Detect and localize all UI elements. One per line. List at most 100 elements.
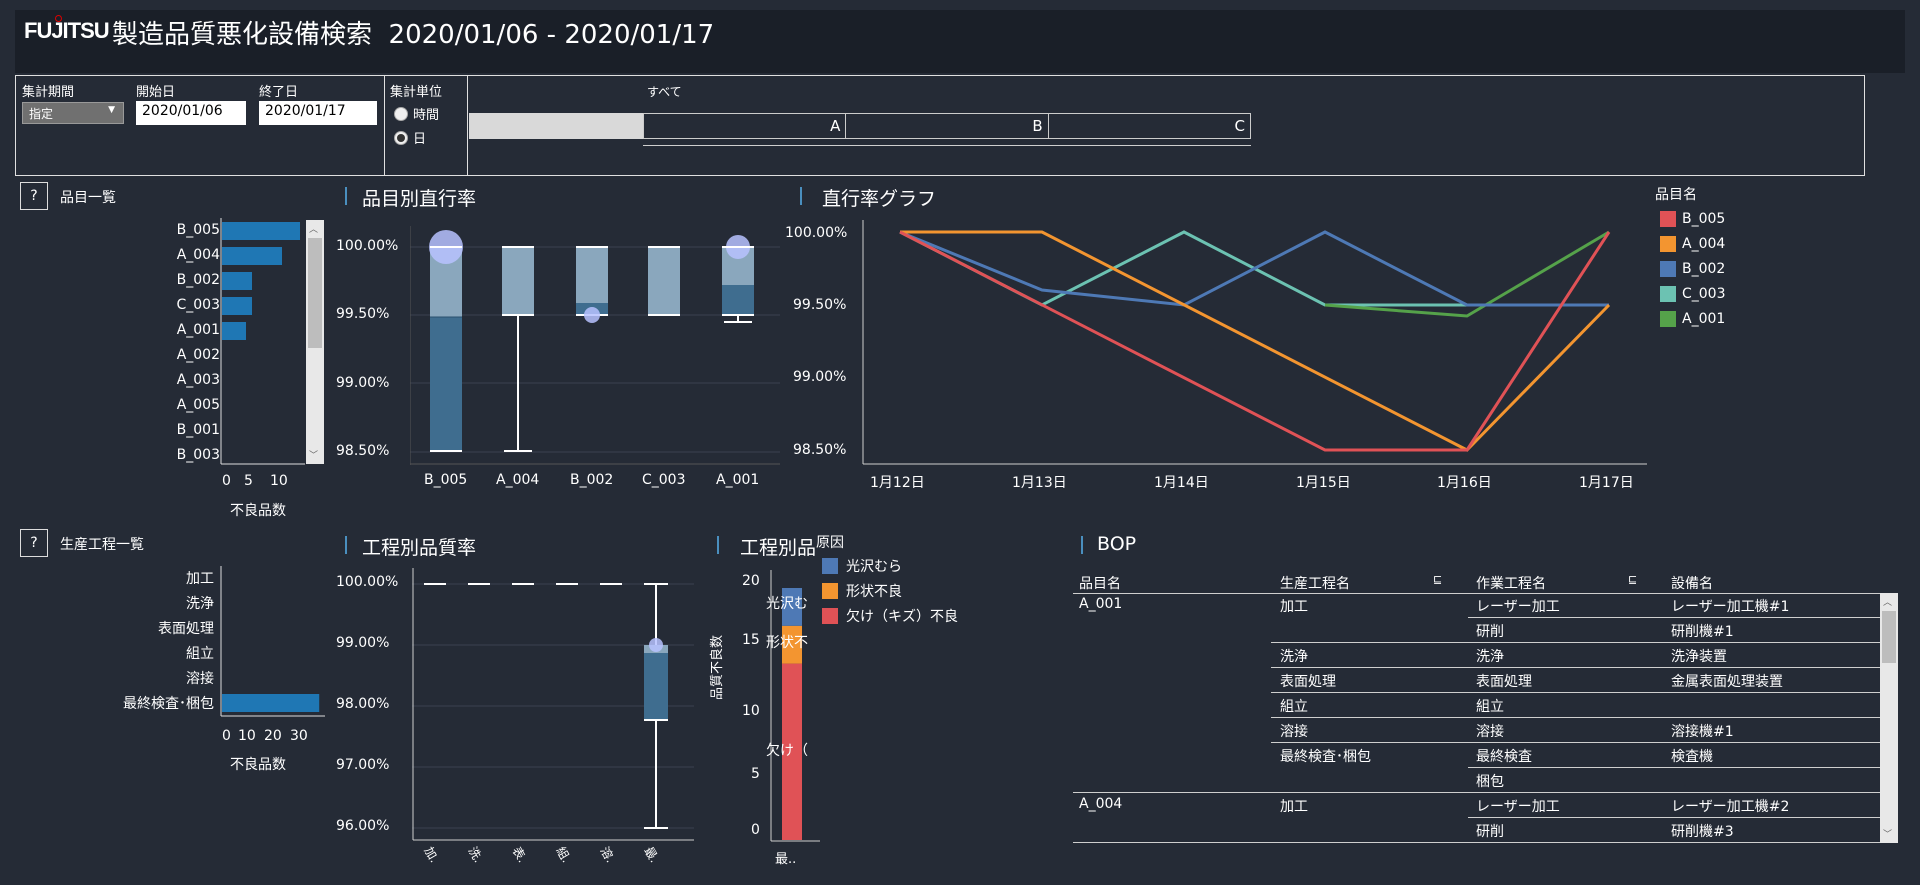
- pd-ytick: 10: [742, 703, 760, 719]
- line-b005: [899, 230, 1611, 452]
- table-cell: 加工: [1280, 599, 1308, 615]
- table-cell: 洗浄: [1280, 649, 1308, 665]
- defect-segment[interactable]: [782, 663, 802, 840]
- bop-header-process[interactable]: 生産工程名: [1280, 576, 1350, 592]
- start-date-input[interactable]: 2020/01/06: [136, 101, 246, 125]
- chevron-down-icon[interactable]: ﹀: [1883, 830, 1893, 840]
- slicer-item-a[interactable]: A: [644, 114, 847, 138]
- sort-icon[interactable]: ⊑: [1433, 573, 1443, 586]
- pd-ytick: 20: [742, 573, 760, 589]
- process-label[interactable]: 組立: [186, 646, 214, 662]
- item-label[interactable]: A_005: [176, 397, 220, 413]
- slicer-all-label[interactable]: すべて: [647, 85, 682, 99]
- process-bar[interactable]: [222, 694, 320, 712]
- item-bar[interactable]: [222, 322, 246, 340]
- item-label[interactable]: B_002: [176, 272, 220, 288]
- row-divider: [1271, 742, 1883, 743]
- rg-ytick: 100.00%: [785, 225, 848, 241]
- pq-xtick: 加.: [421, 844, 442, 866]
- process-label[interactable]: 溶接: [186, 671, 214, 687]
- chevron-up-icon[interactable]: ︿: [309, 225, 319, 235]
- rate-graph-title: 直行率グラフ: [822, 188, 937, 210]
- sr-xtick: B_005: [424, 472, 468, 488]
- boxplot-a001: [722, 235, 754, 323]
- process-label[interactable]: 表面処理: [158, 621, 214, 637]
- item-xtick: 10: [270, 473, 288, 489]
- chevron-up-icon[interactable]: ︿: [1883, 598, 1893, 608]
- item-list-help-button[interactable]: ?: [20, 182, 48, 210]
- bop-header-work[interactable]: 作業工程名: [1476, 576, 1546, 592]
- legend-item-shape[interactable]: 形状不良: [822, 578, 958, 603]
- item-label[interactable]: A_003: [176, 372, 220, 388]
- item-label[interactable]: C_003: [176, 297, 221, 313]
- table-cell: A_001: [1079, 596, 1123, 612]
- item-label[interactable]: B_003: [176, 447, 220, 463]
- item-label[interactable]: A_002: [176, 347, 220, 363]
- rg-xtick: 1月13日: [1012, 475, 1067, 491]
- scrollbar-thumb[interactable]: [308, 238, 322, 348]
- table-row[interactable]: 組立 組立: [1073, 693, 1883, 718]
- legend-item-a004[interactable]: A_004: [1660, 231, 1726, 256]
- table-row[interactable]: 最終検査･梱包 最終検査 検査機: [1073, 743, 1883, 768]
- process-label[interactable]: 加工: [186, 571, 214, 587]
- legend-swatch: [822, 557, 838, 574]
- table-row[interactable]: 梱包: [1073, 768, 1883, 793]
- period-select[interactable]: 指定 ▼: [22, 102, 124, 124]
- legend-item-chip[interactable]: 欠け（キズ）不良: [822, 603, 958, 628]
- chevron-down-icon[interactable]: ﹀: [309, 451, 319, 461]
- hierarchy-slicer-box: [467, 75, 1865, 176]
- slicer-item-c[interactable]: C: [1234, 117, 1245, 135]
- process-list-help-button[interactable]: ?: [20, 529, 48, 557]
- bop-header-item[interactable]: 品目名: [1079, 576, 1121, 592]
- table-row[interactable]: 研削 研削機#1: [1073, 618, 1883, 643]
- scrollbar-thumb[interactable]: [1882, 611, 1896, 663]
- legend-item-gloss[interactable]: 光沢むら: [822, 553, 958, 578]
- sr-xtick: B_002: [570, 472, 614, 488]
- legend-item-a001[interactable]: A_001: [1660, 306, 1726, 331]
- table-row[interactable]: A_004 加工 レーザー加工 レーザー加工機#2: [1073, 793, 1883, 818]
- bop-header-equipment[interactable]: 設備名: [1671, 576, 1713, 592]
- table-row[interactable]: 研削 研削機#3: [1073, 818, 1883, 843]
- item-list-scrollbar[interactable]: ︿ ﹀: [306, 220, 324, 464]
- item-bar[interactable]: [222, 272, 252, 290]
- process-label[interactable]: 最終検査･梱包: [123, 696, 214, 712]
- pd-xtick: 最..: [775, 852, 797, 867]
- row-divider: [1073, 792, 1883, 793]
- process-xtick: 20: [264, 728, 282, 744]
- legend-item-b002[interactable]: B_002: [1660, 256, 1726, 281]
- sort-icon[interactable]: ⊑: [1628, 573, 1638, 586]
- table-row[interactable]: 洗浄 洗浄 洗浄装置: [1073, 643, 1883, 668]
- table-cell: レーザー加工機#1: [1671, 599, 1790, 615]
- radio-selected-icon: [394, 130, 408, 145]
- item-label[interactable]: B_005: [176, 222, 220, 238]
- slicer-item-b[interactable]: B: [846, 114, 1049, 138]
- item-xtick: 0: [222, 473, 231, 489]
- rg-legend-title: 品目名: [1655, 187, 1697, 203]
- item-label[interactable]: B_001: [176, 422, 220, 438]
- boxplot-a004: [502, 246, 534, 452]
- table-row[interactable]: 溶接 溶接 溶接機#1: [1073, 718, 1883, 743]
- item-bar[interactable]: [222, 297, 252, 315]
- unit-radio-day[interactable]: 日: [394, 128, 426, 147]
- process-defects-title: 工程別品: [740, 537, 817, 559]
- table-row[interactable]: A_001 加工 レーザー加工 レーザー加工機#1: [1073, 593, 1883, 618]
- legend-item-c003[interactable]: C_003: [1660, 281, 1726, 306]
- table-row[interactable]: 表面処理 表面処理 金属表面処理装置: [1073, 668, 1883, 693]
- unit-radio-hour[interactable]: 時間: [394, 104, 439, 123]
- item-bar[interactable]: [222, 222, 300, 240]
- rg-xtick: 1月16日: [1437, 475, 1492, 491]
- item-bar[interactable]: [222, 247, 282, 265]
- legend-item-b005[interactable]: B_005: [1660, 206, 1726, 231]
- end-date-input[interactable]: 2020/01/17: [259, 101, 377, 125]
- table-cell: レーザー加工: [1476, 599, 1560, 615]
- slicer-all-bar[interactable]: [469, 113, 643, 139]
- defect-segment[interactable]: [782, 588, 802, 626]
- item-label[interactable]: A_001: [176, 322, 220, 338]
- legend-swatch: [1660, 285, 1676, 302]
- defect-segment[interactable]: [782, 625, 802, 664]
- process-label[interactable]: 洗浄: [186, 596, 214, 612]
- table-cell: 組立: [1476, 699, 1504, 715]
- item-label[interactable]: A_004: [176, 247, 220, 263]
- legend-label: A_001: [1682, 310, 1726, 327]
- bop-scrollbar[interactable]: ︿ ﹀: [1880, 593, 1898, 843]
